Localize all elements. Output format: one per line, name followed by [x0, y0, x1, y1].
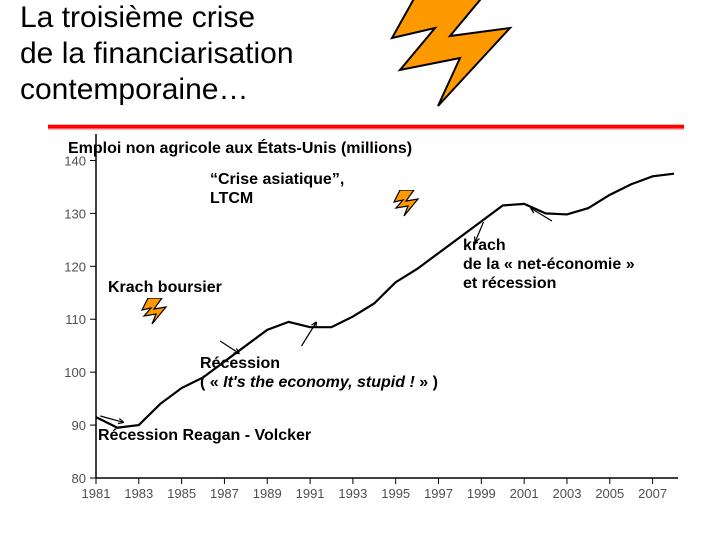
title-line-3: contemporaine… — [20, 73, 248, 106]
svg-text:1997: 1997 — [424, 486, 453, 501]
svg-text:120: 120 — [64, 259, 86, 274]
svg-text:2003: 2003 — [553, 486, 582, 501]
svg-text:1989: 1989 — [253, 486, 282, 501]
lightning-bolt-icon — [140, 298, 170, 333]
annotation-text: Récession( « It's the economy, stupid ! … — [200, 355, 438, 391]
svg-text:90: 90 — [72, 418, 86, 433]
lightning-bolt-icon — [392, 190, 422, 225]
svg-text:1999: 1999 — [467, 486, 496, 501]
svg-text:2007: 2007 — [638, 486, 667, 501]
red-underline — [48, 118, 684, 127]
annotation-recession-stupid: Récession( « It's the economy, stupid ! … — [200, 354, 438, 392]
svg-text:1987: 1987 — [210, 486, 239, 501]
svg-text:1983: 1983 — [124, 486, 153, 501]
svg-text:1995: 1995 — [381, 486, 410, 501]
title-line-1: La troisième crise — [20, 1, 255, 34]
annotation-net-economy: krachde la « net-économie »et récession — [463, 236, 635, 294]
title-line-2: de la financiarisation — [20, 37, 294, 70]
svg-text:1981: 1981 — [82, 486, 111, 501]
chart-subtitle: Emploi non agricole aux États-Unis (mill… — [68, 140, 412, 158]
svg-text:130: 130 — [64, 206, 86, 221]
svg-text:100: 100 — [64, 365, 86, 380]
svg-text:110: 110 — [65, 312, 86, 327]
slide: La troisième crise de la financiarisatio… — [0, 0, 720, 540]
svg-text:80: 80 — [72, 471, 86, 486]
annotation-krach-boursier: Krach boursier — [108, 278, 222, 297]
annotation-text: krachde la « net-économie »et récession — [463, 237, 635, 292]
annotation-text: “Crise asiatique”,LTCM — [210, 171, 344, 207]
svg-text:2001: 2001 — [510, 486, 539, 501]
svg-text:1991: 1991 — [296, 486, 325, 501]
slide-title: La troisième crise de la financiarisatio… — [20, 0, 294, 108]
annotation-asian-crisis: “Crise asiatique”,LTCM — [210, 170, 344, 208]
annotation-reagan-volcker: Récession Reagan - Volcker — [98, 426, 311, 445]
svg-text:1993: 1993 — [338, 486, 367, 501]
svg-text:2005: 2005 — [595, 486, 624, 501]
svg-text:1985: 1985 — [167, 486, 196, 501]
